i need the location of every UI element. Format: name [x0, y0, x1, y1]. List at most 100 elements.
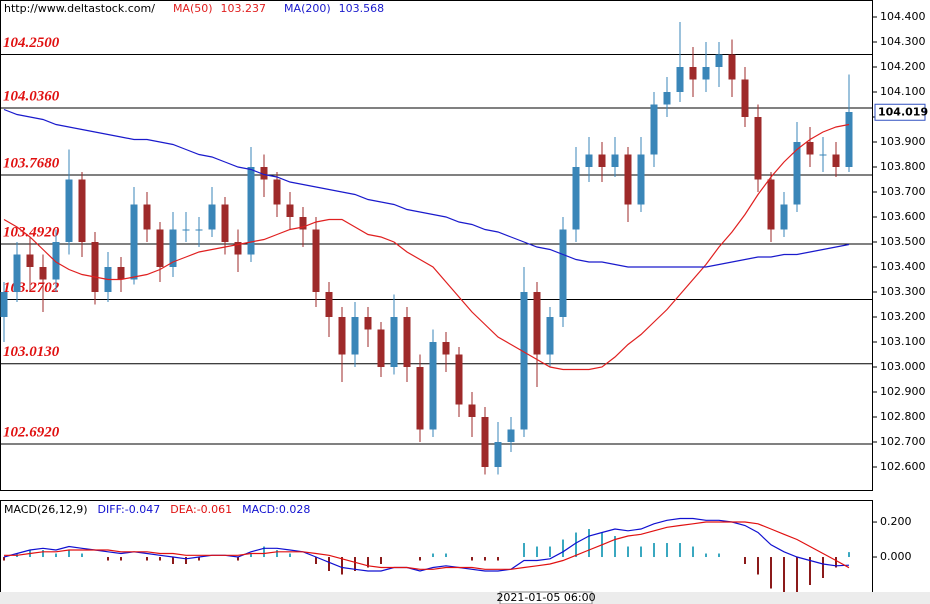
candle-body — [650, 104, 658, 155]
header-item: http://www.deltastock.com/ — [4, 2, 155, 15]
candle-body — [793, 142, 801, 205]
header: http://www.deltastock.com/MA(50) 103.237 M… — [4, 2, 384, 15]
header-item: MA(200) — [284, 2, 331, 15]
current-price-label: 104.019 — [878, 105, 928, 118]
candle-body — [247, 167, 255, 255]
y-tick-label: 0.200 — [880, 515, 912, 528]
y-tick-label: 103.600 — [880, 210, 926, 223]
candle-body — [325, 292, 333, 317]
candle-body — [624, 154, 632, 205]
candle-body — [728, 54, 736, 80]
candle-body — [507, 429, 515, 442]
candle-body — [39, 267, 47, 280]
y-tick-label: 103.300 — [880, 285, 926, 298]
level-label: 102.6920 — [3, 424, 60, 440]
candle-body — [273, 179, 281, 205]
level-label: 104.2500 — [3, 35, 60, 51]
candle-body — [494, 442, 502, 467]
candle-body — [182, 229, 190, 231]
candle-body — [754, 117, 762, 180]
macd-legend: MACD:0.028 — [242, 503, 310, 516]
y-tick-label: 103.900 — [880, 135, 926, 148]
candle-body — [377, 329, 385, 367]
candle-body — [533, 292, 541, 355]
main-plot: 104.2500 104.0360 103.7680 103.4920 103.2702… — [0, 22, 873, 475]
candle-body — [13, 254, 21, 292]
candle-body — [702, 67, 710, 80]
candle-body — [234, 242, 242, 255]
overlay-layer: 104.400104.300104.200104.100104.000103.9… — [4, 2, 928, 604]
candle-body — [390, 317, 398, 367]
moving-average — [3, 108, 850, 268]
candle-body — [663, 92, 671, 105]
macd-legend: DIFF:-0.047 — [98, 503, 161, 516]
macd-title: MACD(26,12,9) — [4, 503, 88, 516]
candle-body — [676, 67, 684, 92]
macd-legend: DEA:-0.061 — [170, 503, 232, 516]
candle-body — [117, 267, 125, 280]
candle-body — [260, 167, 268, 180]
candle-body — [208, 204, 216, 230]
y-tick-label: 0.000 — [880, 550, 912, 563]
level-label: 103.4920 — [3, 224, 60, 240]
candle-body — [221, 204, 229, 242]
moving-average — [3, 123, 850, 371]
candle-body — [169, 229, 177, 267]
current-price-box — [874, 103, 926, 121]
candle-body — [806, 142, 814, 155]
candle-body — [143, 204, 151, 230]
candle-body — [429, 342, 437, 430]
macd-header: MACD(26,12,9) DIFF:-0.047 DEA:-0.061 MACD:0… — [4, 503, 310, 516]
time-label: 2021-01-05 06:00 — [496, 591, 595, 604]
candle-body — [312, 229, 320, 292]
candle-body — [0, 292, 8, 317]
candle-body — [572, 167, 580, 230]
level-label: 103.7680 — [3, 155, 60, 171]
header-item: MA(50) — [173, 2, 213, 15]
y-tick-label: 104.200 — [880, 60, 926, 73]
candle-body — [637, 154, 645, 205]
y-tick-label: 102.800 — [880, 410, 926, 423]
time-axis — [0, 592, 930, 604]
candle-body — [351, 317, 359, 355]
macd-panel — [0, 500, 873, 593]
header-item: 103.568 — [339, 2, 385, 15]
y-tick-label: 103.800 — [880, 160, 926, 173]
candle-body — [559, 229, 567, 317]
candle-body — [767, 179, 775, 230]
y-tick-label: 103.100 — [880, 335, 926, 348]
candle-body — [611, 154, 619, 167]
candle-body — [364, 317, 372, 330]
candle-body — [468, 404, 476, 417]
candle-body — [741, 79, 749, 117]
candle-body — [299, 217, 307, 230]
candle-body — [416, 367, 424, 430]
y-tick-label: 102.600 — [880, 460, 926, 473]
header-item: 103.237 — [221, 2, 267, 15]
candle-body — [481, 417, 489, 467]
level-label: 104.0360 — [3, 88, 60, 104]
candle-body — [546, 317, 554, 355]
candle-body — [455, 354, 463, 405]
candle-body — [715, 54, 723, 67]
y-tick-label: 104.300 — [880, 35, 926, 48]
candle-body — [338, 317, 346, 355]
candle-body — [819, 154, 827, 156]
candle-body — [78, 179, 86, 242]
candle-body — [91, 242, 99, 292]
candle-body — [832, 154, 840, 167]
candle-body — [130, 204, 138, 280]
candle-body — [585, 154, 593, 167]
y-tick-label: 104.100 — [880, 85, 926, 98]
candle-body — [156, 229, 164, 267]
candle-body — [598, 154, 606, 167]
y-tick-label: 102.900 — [880, 385, 926, 398]
candle-body — [520, 292, 528, 430]
y-tick-label: 103.700 — [880, 185, 926, 198]
candle-body — [689, 67, 697, 80]
candle-body — [442, 342, 450, 355]
level-label: 103.0130 — [3, 344, 60, 360]
y-tick-label: 103.400 — [880, 260, 926, 273]
